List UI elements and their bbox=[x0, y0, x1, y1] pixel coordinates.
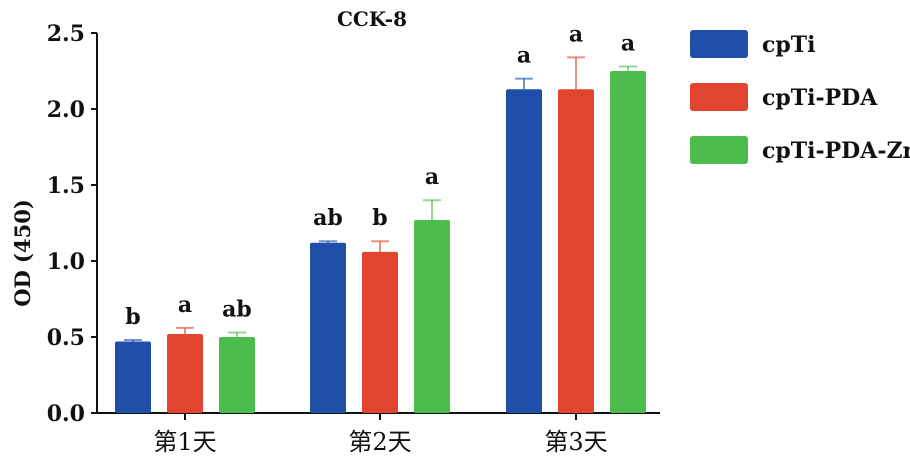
bar-cpTi-PDA-Zn-2 bbox=[414, 219, 450, 413]
legend-label: cpTi-PDA-Zn bbox=[762, 138, 910, 164]
y-tick-label: 0.0 bbox=[47, 401, 85, 427]
significance-label: ab bbox=[313, 205, 343, 231]
legend-swatch-cpTi-PDA bbox=[690, 83, 748, 111]
x-tick-label: 第2天 bbox=[348, 428, 411, 456]
x-tick-label: 第1天 bbox=[153, 428, 216, 456]
legend-label: cpTi-PDA bbox=[762, 85, 878, 111]
legend: cpTi cpTi-PDA cpTi-PDA-Zn bbox=[690, 30, 910, 164]
y-tick-label: 2.0 bbox=[47, 97, 85, 123]
significance-label: b bbox=[372, 205, 387, 231]
significance-label: a bbox=[569, 21, 583, 47]
legend-label: cpTi bbox=[762, 32, 816, 58]
bar-cpTi-1 bbox=[115, 341, 151, 413]
y-tick-label: 0.5 bbox=[47, 325, 85, 351]
significance-label: a bbox=[517, 43, 531, 69]
chart-title: CCK-8 bbox=[337, 7, 407, 31]
bar-cpTi-3 bbox=[506, 89, 542, 414]
significance-label: b bbox=[125, 304, 140, 330]
y-tick-label: 2.5 bbox=[47, 21, 85, 47]
y-tick-label: 1.5 bbox=[47, 173, 85, 199]
bar-cpTi-PDA-Zn-3 bbox=[610, 71, 646, 413]
bar-cpTi-PDA-3 bbox=[558, 89, 594, 414]
x-tick-label: 第3天 bbox=[544, 428, 607, 456]
legend-swatch-cpTi-PDA-Zn bbox=[690, 136, 748, 164]
y-tick-label: 1.0 bbox=[47, 249, 85, 275]
bar-cpTi-PDA-2 bbox=[362, 251, 398, 413]
significance-label: a bbox=[425, 164, 439, 190]
y-axis-label: OD (450) bbox=[10, 199, 35, 307]
bar-cpTi-2 bbox=[310, 242, 346, 413]
significance-label: a bbox=[178, 292, 192, 318]
significance-label: ab bbox=[222, 296, 252, 322]
bar-cpTi-PDA-1 bbox=[167, 333, 203, 413]
significance-label: a bbox=[621, 30, 635, 56]
bar-cpTi-PDA-Zn-1 bbox=[219, 337, 255, 413]
legend-swatch-cpTi bbox=[690, 30, 748, 58]
